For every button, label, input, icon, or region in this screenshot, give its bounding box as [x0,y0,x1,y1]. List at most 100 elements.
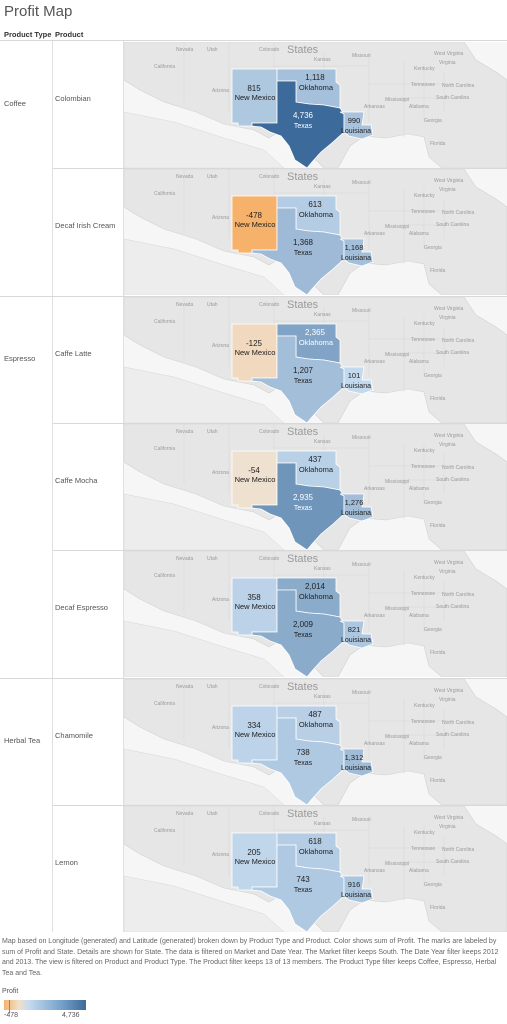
basemap-label: South Carolina [436,350,469,356]
new-mexico-name: New Mexico [235,730,276,739]
column-divider-type [52,41,53,932]
state-profit-map[interactable]: States Nevada Utah Colorado Kansas Missouri C… [124,296,507,423]
legend-title: Profit [2,988,19,995]
state-borders [183,169,464,265]
basemap-label: Georgia [424,627,442,633]
basemap-label: California [154,573,175,579]
state-profit-map[interactable]: States Nevada Utah Colorado Kansas Missouri C… [124,805,507,932]
louisiana-value: 1,168 [345,243,364,252]
louisiana-name: Louisiana [341,510,371,517]
louisiana-value: 821 [348,625,361,634]
basemap-label: Kentucky [414,193,435,199]
basemap-label: Tennessee [411,591,435,597]
product-label: Chamomile [55,730,93,740]
oklahoma-name: Oklahoma [299,720,334,729]
oklahoma-value: 487 [308,710,322,719]
new-mexico-value: -125 [246,339,263,348]
legend-color-ramp [4,1000,86,1010]
oklahoma-name: Oklahoma [299,338,334,347]
new-mexico-name: New Mexico [235,220,276,229]
basemap-label: Arizona [212,343,229,349]
new-mexico-value: 205 [247,848,261,857]
basemap-states-label: States [287,426,319,438]
basemap-label: Nevada [176,174,193,180]
louisiana-name: Louisiana [341,892,371,899]
basemap-label: North Carolina [442,465,474,471]
legend-zero-tick [9,1000,10,1013]
state-profit-map[interactable]: States Nevada Utah Colorado Kansas Missouri C… [124,551,507,678]
basemap-label: Tennessee [411,719,435,725]
basemap-label: Colorado [259,47,280,53]
texas-value: 4,736 [293,111,314,120]
basemap-label: Arizona [212,470,229,476]
louisiana-value: 990 [348,116,361,125]
texas-name: Texas [294,632,313,639]
mexico-landmass [124,493,285,550]
basemap-label: West Virginia [434,560,463,566]
state-profit-map[interactable]: States Nevada Utah Colorado Kansas Missouri C… [124,42,507,168]
basemap-states-label: States [287,808,319,820]
basemap-label: Utah [207,556,218,562]
basemap-label: California [154,191,175,197]
basemap-label: Nevada [176,47,193,53]
texas-value: 2,009 [293,620,314,629]
basemap-label: Utah [207,47,218,53]
basemap-label: South Carolina [436,859,469,865]
oklahoma-name: Oklahoma [299,465,334,474]
state-shape-texas [251,462,345,550]
state-shape-louisiana [339,748,374,776]
basemap-label: Tennessee [411,82,435,88]
basemap-label: Virginia [439,569,456,575]
basemap-label: Missouri [352,817,371,823]
state-borders [183,551,464,647]
oklahoma-value: 437 [308,455,322,464]
basemap-label: California [154,64,175,70]
basemap-label: Kentucky [414,448,435,454]
basemap-label: Florida [430,778,446,784]
oklahoma-name: Oklahoma [299,847,334,856]
basemap-label: Arkansas [364,613,385,619]
basemap-label: West Virginia [434,433,463,439]
basemap-label: Colorado [259,556,280,562]
basemap-label: Mississippi [385,97,409,103]
basemap-label: Nevada [176,302,193,308]
texas-name: Texas [294,123,313,130]
basemap-label: Arkansas [364,486,385,492]
basemap-label: Virginia [439,442,456,448]
oklahoma-name: Oklahoma [299,83,334,92]
basemap-label: California [154,828,175,834]
new-mexico-name: New Mexico [235,93,276,102]
basemap-label: South Carolina [436,604,469,610]
oklahoma-name: Oklahoma [299,210,334,219]
basemap-label: Kansas [314,57,331,63]
basemap-label: North Carolina [442,83,474,89]
basemap-label: Arkansas [364,359,385,365]
state-profit-map[interactable]: States Nevada Utah Colorado Kansas Missouri C… [124,423,507,550]
caption: Map based on Longitude (generated) and L… [2,938,499,977]
basemap-label: Colorado [259,684,280,690]
texas-value: 2,935 [293,493,314,502]
state-profit-map[interactable]: States Nevada Utah Colorado Kansas Missouri C… [124,169,507,296]
basemap-label: Utah [207,429,218,435]
basemap-label: Virginia [439,824,456,830]
product-type-label: Coffee [4,99,26,108]
basemap-label: Arizona [212,725,229,731]
basemap-label: West Virginia [434,51,463,57]
basemap-label: Tennessee [411,337,435,343]
basemap-label: Arizona [212,88,229,94]
basemap-label: Kansas [314,566,331,572]
state-borders [183,805,464,901]
row-divider [0,677,507,679]
texas-name: Texas [294,887,313,894]
basemap-label: Alabama [409,104,429,110]
basemap-label: Kentucky [414,321,435,327]
texas-name: Texas [294,505,313,512]
state-profit-map[interactable]: States Nevada Utah Colorado Kansas Missouri C… [124,678,507,805]
louisiana-value: 1,312 [345,753,364,762]
mexico-landmass [124,239,285,296]
new-mexico-value: 815 [247,84,261,93]
product-type-label: Herbal Tea [4,735,41,745]
basemap-label: North Carolina [442,720,474,726]
basemap-label: Nevada [176,556,193,562]
state-shape-texas [251,844,345,932]
